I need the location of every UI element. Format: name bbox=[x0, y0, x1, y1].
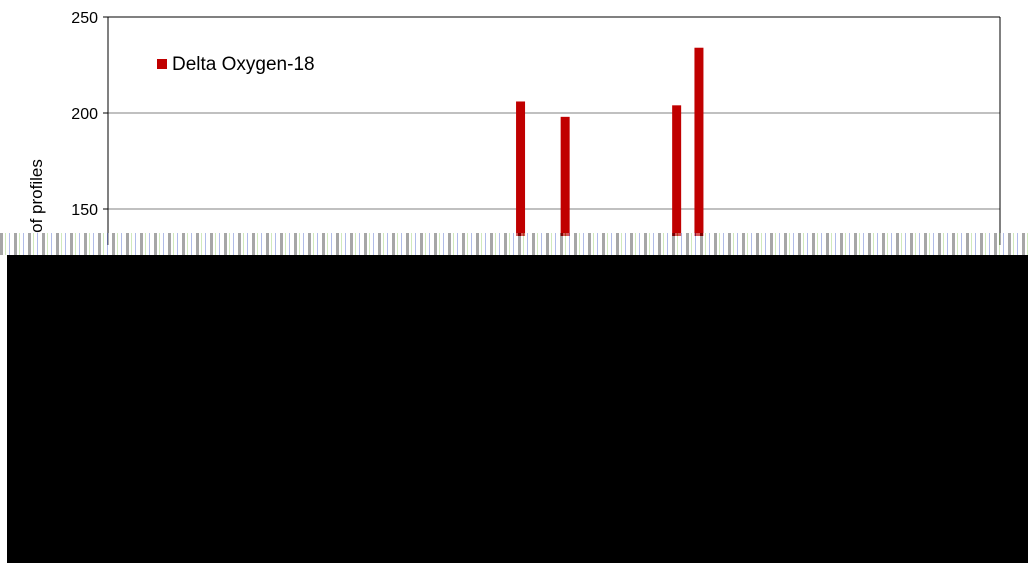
y-axis-label: of profiles bbox=[27, 159, 46, 233]
bar-25 bbox=[672, 105, 682, 236]
bar-20 bbox=[560, 116, 570, 236]
corrupted-black-region bbox=[7, 255, 1028, 563]
bar-26 bbox=[694, 47, 704, 236]
y-tick-label-200: 200 bbox=[71, 106, 98, 123]
y-tick-label-150: 150 bbox=[71, 202, 98, 219]
y-tick-labels: 150 200 250 bbox=[71, 10, 98, 219]
bars bbox=[516, 47, 704, 236]
corrupted-pixel-band bbox=[0, 233, 1028, 255]
legend-label: Delta Oxygen-18 bbox=[172, 54, 315, 75]
bar-18 bbox=[516, 101, 526, 236]
legend-swatch bbox=[157, 59, 167, 69]
y-tick-label-250: 250 bbox=[71, 10, 98, 27]
grid-lines bbox=[103, 16, 1000, 210]
